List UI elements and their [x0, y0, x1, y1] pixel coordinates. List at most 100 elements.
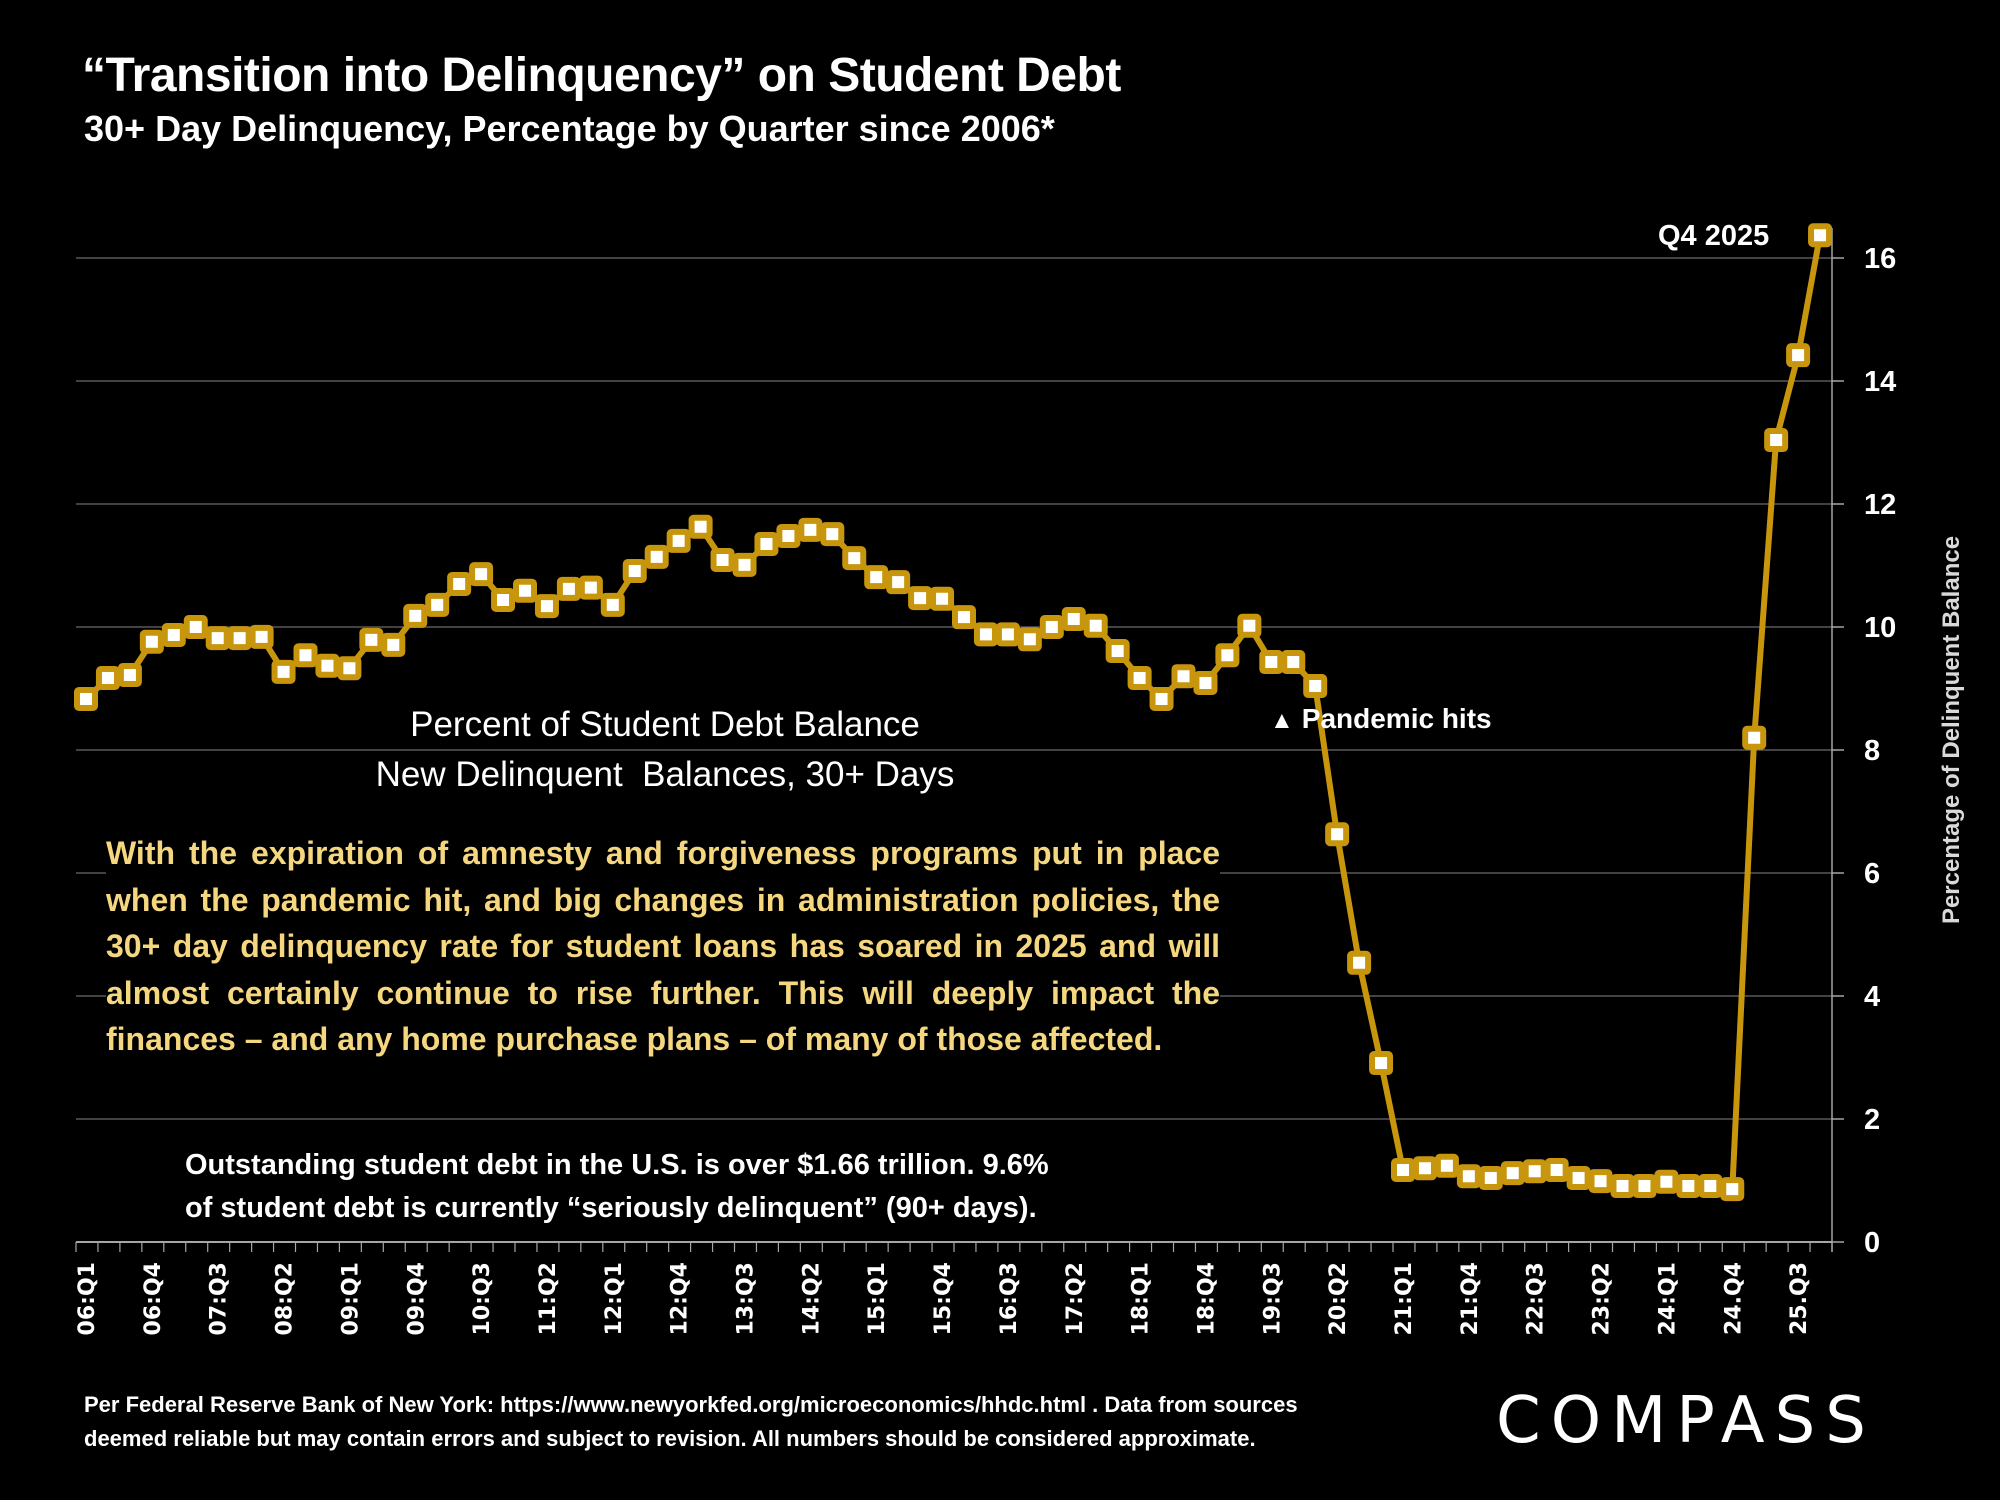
data-point	[1566, 1166, 1591, 1191]
data-point	[381, 632, 406, 657]
data-point-marker	[1522, 1159, 1547, 1184]
data-point	[622, 559, 647, 584]
data-point-marker	[1325, 822, 1350, 847]
y-tick-label: 10	[1864, 612, 1896, 644]
data-point-marker	[622, 559, 647, 584]
series-title-line1: Percent of Student Debt Balance	[410, 705, 920, 744]
x-axis-ticks: 06:Q1 06:Q4 07:Q3 08:Q2 09:Q1 09:Q4 10:Q3 11:Q2…	[75, 1242, 1833, 1335]
data-point	[820, 522, 845, 547]
commentary-text: With the expiration of amnesty and forgi…	[106, 830, 1220, 1063]
data-point	[469, 562, 494, 587]
data-point-marker	[1698, 1174, 1723, 1199]
data-point	[600, 592, 625, 617]
data-point	[183, 615, 208, 639]
y-tick-label: 12	[1864, 489, 1896, 521]
data-point	[908, 586, 933, 611]
x-tick-label: 23:Q2	[1590, 1262, 1615, 1335]
data-point	[1193, 670, 1218, 695]
data-point-marker	[161, 622, 186, 647]
data-point-marker	[1281, 650, 1306, 675]
x-tick-label: 06:Q1	[75, 1262, 100, 1335]
data-point-marker	[1127, 666, 1152, 691]
data-point	[249, 624, 274, 649]
series-title-line2: New Delinquent Balances, 30+ Days	[375, 755, 955, 794]
data-point-marker	[1786, 343, 1811, 368]
data-point-marker	[776, 523, 801, 548]
data-point-marker	[930, 586, 955, 611]
pandemic-label: Pandemic hits	[1301, 703, 1492, 734]
data-point-marker	[95, 666, 120, 691]
data-point	[1325, 822, 1350, 847]
data-point	[1391, 1158, 1415, 1183]
data-point-marker	[1654, 1169, 1679, 1194]
data-point-marker	[1347, 950, 1372, 975]
data-point-marker	[1610, 1174, 1635, 1199]
source-line2: deemed reliable but may contain errors a…	[84, 1426, 1256, 1451]
compass-logo: COMPASS	[1496, 1384, 1876, 1458]
data-point-marker	[425, 592, 450, 617]
data-point-marker	[973, 622, 998, 647]
data-point	[578, 575, 603, 600]
x-tick-label: 20:Q2	[1326, 1262, 1351, 1335]
data-point	[74, 686, 98, 711]
data-point	[403, 603, 428, 628]
data-point-marker	[74, 686, 98, 711]
x-tick-label: 06:Q4	[141, 1262, 166, 1335]
x-tick-label: 18:Q1	[1129, 1262, 1154, 1335]
data-point	[1544, 1158, 1569, 1183]
data-point	[1808, 223, 1833, 248]
data-point-marker	[513, 578, 537, 603]
x-tick-label: 19:Q3	[1260, 1262, 1285, 1335]
x-tick-label: 21:Q1	[1392, 1262, 1417, 1335]
x-tick-label: 11:Q2	[536, 1262, 561, 1335]
data-point	[1237, 613, 1262, 638]
data-point-marker	[381, 632, 406, 657]
y-tick-label: 8	[1864, 735, 1880, 767]
data-point	[1676, 1174, 1701, 1199]
data-point	[666, 528, 691, 553]
data-point	[1434, 1153, 1459, 1178]
data-point	[447, 571, 472, 596]
data-point-marker	[337, 656, 362, 681]
data-point-marker	[688, 514, 713, 539]
x-tick-label: 22:Q3	[1524, 1262, 1549, 1335]
x-tick-label: 15:Q1	[865, 1262, 890, 1335]
data-point-marker	[578, 575, 603, 600]
data-point-marker	[908, 586, 933, 611]
data-point-marker	[842, 546, 867, 571]
data-point-marker	[293, 643, 318, 668]
data-point	[425, 592, 450, 617]
data-point	[930, 586, 955, 611]
data-point	[513, 578, 537, 603]
data-point	[1303, 674, 1328, 699]
data-point-marker	[710, 547, 735, 572]
debt-note-line1: Outstanding student debt in the U.S. is …	[185, 1149, 1049, 1181]
data-point-marker	[995, 622, 1020, 647]
data-point	[491, 587, 516, 612]
data-point-marker	[1017, 627, 1042, 652]
data-point	[1171, 664, 1196, 689]
data-point	[1610, 1174, 1635, 1199]
data-point-marker	[1061, 607, 1086, 632]
y-tick-label: 6	[1864, 858, 1880, 890]
data-point-marker	[447, 571, 472, 596]
data-point-marker	[139, 629, 164, 654]
data-point	[1412, 1156, 1437, 1181]
data-point	[1742, 725, 1767, 750]
series-delinquency	[74, 223, 1833, 1202]
data-point-marker	[1500, 1161, 1525, 1186]
data-point-marker	[798, 517, 823, 542]
data-point-marker	[1039, 615, 1064, 639]
source-line1: Per Federal Reserve Bank of New York: ht…	[84, 1392, 1298, 1417]
data-point-marker	[227, 626, 252, 651]
data-point-marker	[886, 570, 911, 595]
data-point	[1127, 666, 1152, 691]
data-point-marker	[205, 626, 230, 651]
debt-note: Outstanding student debt in the U.S. is …	[185, 1144, 1145, 1230]
data-point-marker	[491, 587, 516, 612]
data-point	[1720, 1177, 1745, 1202]
data-point-marker	[644, 544, 669, 569]
data-point	[973, 622, 998, 647]
data-point	[1061, 607, 1086, 632]
